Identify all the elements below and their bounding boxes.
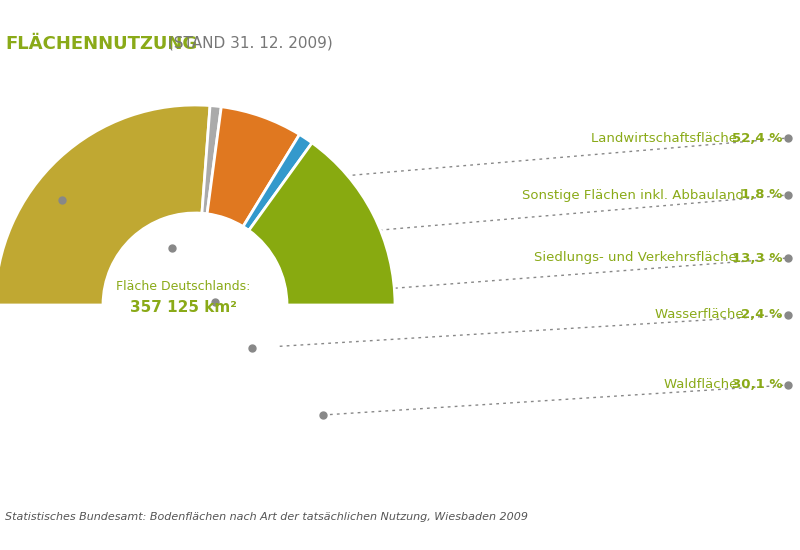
Text: Fläche Deutschlands:: Fläche Deutschlands: bbox=[116, 280, 250, 294]
Text: 357 125 km²: 357 125 km² bbox=[130, 300, 237, 315]
Wedge shape bbox=[249, 143, 395, 305]
Text: 13,3 %: 13,3 % bbox=[731, 251, 782, 265]
Circle shape bbox=[103, 213, 287, 397]
Text: Landwirtschaftsfläche: Landwirtschaftsfläche bbox=[591, 131, 742, 145]
Text: Statistisches Bundesamt: Bodenflächen nach Art der tatsächlichen Nutzung, Wiesba: Statistisches Bundesamt: Bodenflächen na… bbox=[5, 512, 528, 522]
Wedge shape bbox=[0, 105, 210, 305]
Text: 52,4 %: 52,4 % bbox=[732, 131, 782, 145]
Text: FLÄCHENNUTZUNG: FLÄCHENNUTZUNG bbox=[5, 35, 198, 53]
Text: 1,8 %: 1,8 % bbox=[741, 189, 782, 201]
Text: 30,1 %: 30,1 % bbox=[731, 378, 782, 392]
Text: (STAND 31. 12. 2009): (STAND 31. 12. 2009) bbox=[163, 35, 333, 50]
Wedge shape bbox=[243, 134, 312, 230]
Text: Waldfläche: Waldfläche bbox=[663, 378, 742, 392]
Wedge shape bbox=[202, 106, 222, 214]
Wedge shape bbox=[207, 107, 299, 227]
Text: Sonstige Flächen inkl. Abbauland: Sonstige Flächen inkl. Abbauland bbox=[522, 189, 748, 201]
Text: Wasserfläche: Wasserfläche bbox=[655, 309, 748, 322]
Text: Siedlungs- und Verkehrsfläche: Siedlungs- und Verkehrsfläche bbox=[534, 251, 742, 265]
Text: 2,4 %: 2,4 % bbox=[741, 309, 782, 322]
